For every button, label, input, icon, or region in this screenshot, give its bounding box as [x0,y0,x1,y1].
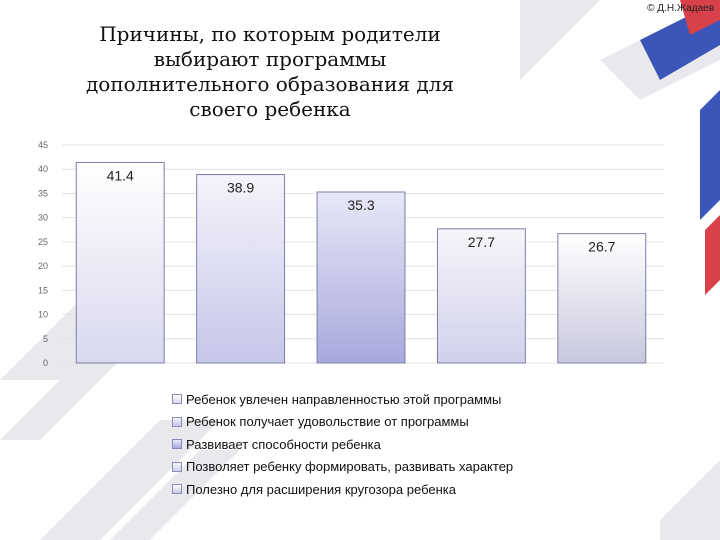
data-label: 26.7 [588,239,615,255]
legend-label: Полезно для расширения кругозора ребенка [186,481,456,497]
copyright-label: © Д.Н.Жадаев [647,3,714,14]
decor-red-stripe [705,215,720,295]
decor-stripe [110,450,240,540]
legend-swatch [172,461,182,472]
bar-4 [436,228,526,364]
y-tick-label: 40 [38,164,48,174]
legend-item: Ребенок увлечен направленностью этой про… [172,388,513,411]
legend-label: Ребенок увлечен направленностью этой про… [186,391,502,407]
legend-label: Ребенок получает удовольствие от програм… [186,414,469,430]
data-labels: 41.4 38.9 35.3 27.7 26.7 [107,167,616,254]
data-label: 38.9 [227,180,254,196]
bar-3 [316,191,406,364]
legend-item: Развивает способности ребенка [172,433,513,456]
decor-red-stripe [680,0,720,35]
decor-blue-stripe [700,90,720,220]
legend-swatch [172,484,182,495]
legend-item: Позволяет ребенку формировать, развивать… [172,456,513,479]
y-tick-label: 15 [38,285,48,295]
legend-swatch [172,416,182,427]
bar-1 [75,161,165,364]
y-tick-label: 35 [38,188,48,198]
y-tick-label: 10 [38,310,48,320]
y-tick-label: 45 [38,140,48,150]
y-tick-label: 30 [38,213,48,223]
bar-2 [196,174,286,364]
data-label: 41.4 [107,167,134,183]
legend-label: Позволяет ребенку формировать, развивать… [186,459,514,475]
bars [75,161,647,364]
data-label: 27.7 [468,234,495,250]
chart-legend: Ребенок увлечен направленностью этой про… [172,388,513,501]
chart-title: Причины, по которым родители выбирают пр… [85,22,455,121]
legend-swatch [172,394,182,405]
y-axis: 0 5 10 15 20 25 30 35 40 45 [38,140,48,368]
decor-stripe [520,0,600,80]
legend-label: Развивает способности ребенка [186,436,381,452]
legend-item: Ребенок получает удовольствие от програм… [172,411,513,434]
y-tick-label: 5 [43,334,48,344]
decor-stripe [40,420,220,540]
y-tick-label: 25 [38,237,48,247]
legend-swatch [172,439,182,450]
y-tick-label: 20 [38,261,48,271]
y-tick-label: 0 [43,358,48,368]
legend-item: Полезно для расширения кругозора ребенка [172,478,513,501]
bar-5 [557,233,647,364]
decor-stripe [660,460,720,540]
data-label: 35.3 [347,197,374,213]
